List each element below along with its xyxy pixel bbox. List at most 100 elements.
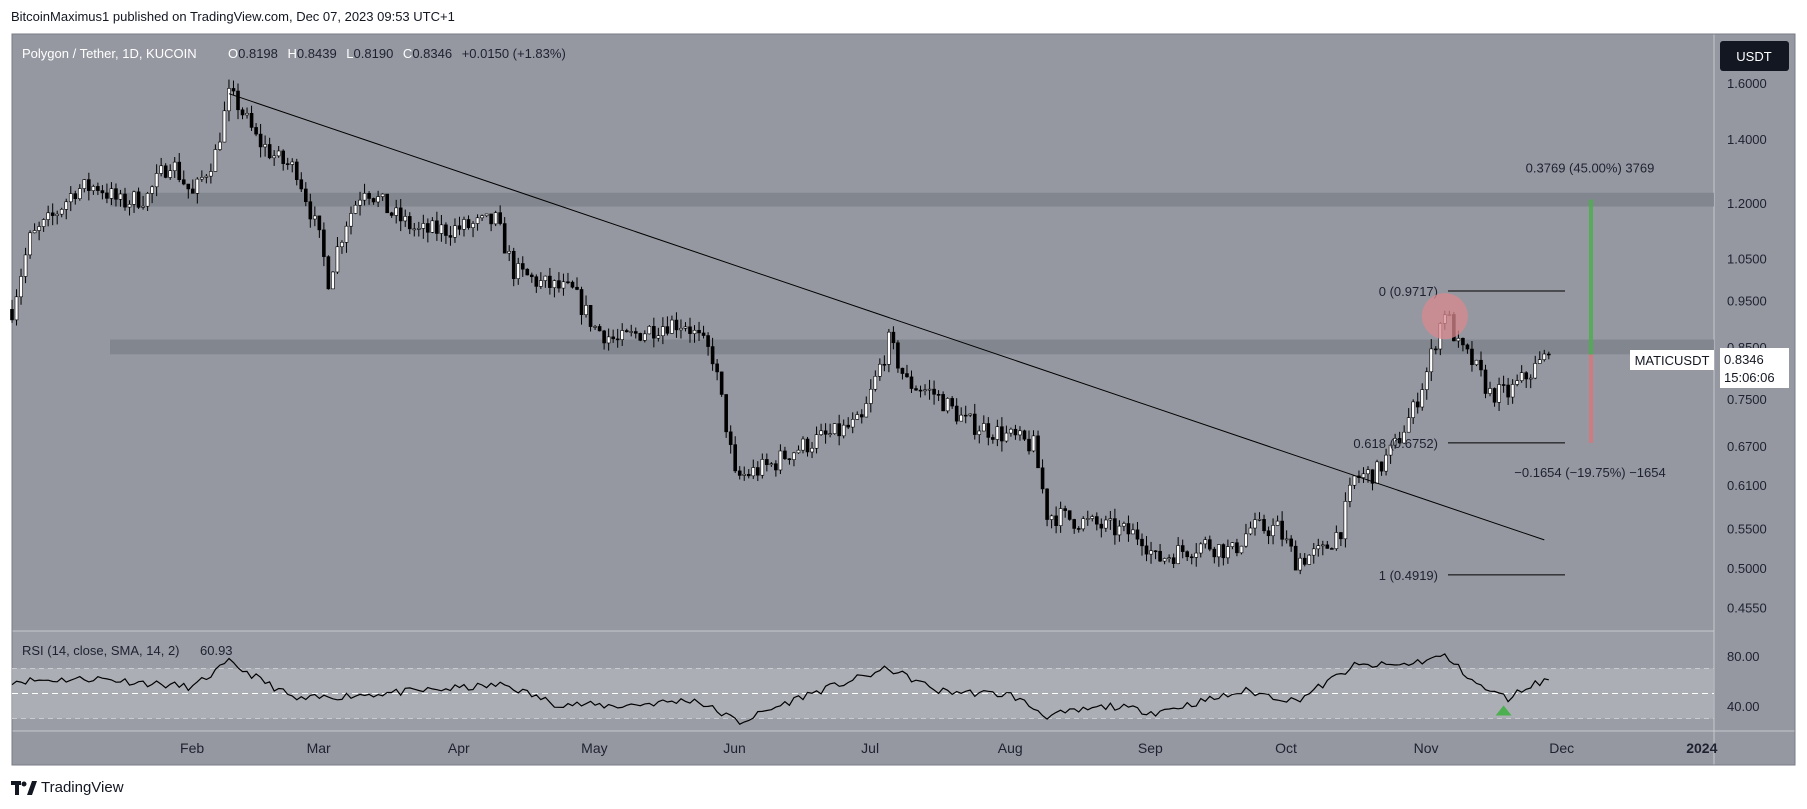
descending-trendline[interactable] — [228, 93, 1545, 541]
candle-body — [511, 251, 516, 279]
candle-body — [841, 424, 846, 437]
candle-body — [186, 183, 191, 190]
candle-body — [1108, 518, 1113, 521]
candle-body — [1429, 348, 1434, 373]
candle-body — [1009, 428, 1013, 434]
legend-c-value: 0.8346 — [412, 46, 452, 61]
candle-body — [746, 473, 751, 477]
candle-body — [593, 326, 597, 328]
candle-body — [407, 216, 412, 230]
candle-body — [1411, 401, 1415, 418]
price-tag: MATICUSDT 0.8346 15:06:06 — [1630, 348, 1789, 388]
candle-body — [1284, 538, 1289, 541]
legend-o-label: O — [228, 46, 238, 61]
candle-body — [50, 212, 55, 216]
time-tick-label: Dec — [1549, 740, 1574, 756]
candle-body — [145, 193, 150, 207]
candle-body — [887, 331, 891, 365]
candle-body — [127, 204, 132, 208]
candle-body — [602, 330, 606, 344]
candle-body — [575, 286, 579, 290]
candle-body — [195, 178, 200, 194]
candle-body — [272, 155, 276, 159]
candle-body — [972, 413, 977, 435]
candle-body — [787, 458, 792, 461]
candle-body — [231, 88, 236, 92]
candle-body — [163, 165, 168, 178]
time-tick-label: May — [581, 740, 607, 756]
candle-body — [706, 335, 710, 347]
candle-body — [1298, 557, 1302, 571]
candle-body — [1275, 520, 1280, 526]
candle-body — [1171, 557, 1176, 564]
candle-body — [1393, 438, 1397, 446]
candle-body — [832, 423, 837, 434]
candle-body — [340, 242, 344, 248]
candle-body — [927, 388, 932, 391]
candle-body — [520, 263, 525, 270]
candle-body — [136, 191, 141, 208]
candle-body — [652, 326, 656, 339]
candle-body — [882, 363, 887, 366]
price-tick-label: 0.4550 — [1727, 600, 1767, 615]
candle-body — [1388, 444, 1393, 456]
candle-body — [534, 276, 539, 287]
candle-body — [444, 224, 448, 236]
candle-body — [1456, 337, 1461, 342]
candle-body — [303, 188, 308, 203]
candle-body — [1040, 467, 1045, 490]
fib-level-label-1: 0.618 (0.6752) — [1353, 436, 1438, 451]
price-tag-price: 0.8346 — [1724, 352, 1764, 367]
candle-body — [1461, 337, 1465, 346]
candle-body — [1397, 438, 1402, 444]
candle-body — [172, 161, 177, 172]
measurement-bar-0[interactable] — [1589, 199, 1593, 355]
rsi-tick-label: 40.00 — [1727, 699, 1760, 714]
candle-body — [539, 280, 543, 287]
candle-body — [1271, 525, 1275, 537]
candle-body — [516, 263, 521, 279]
candle-body — [692, 329, 697, 334]
candle-body — [1090, 516, 1095, 519]
candle-body — [326, 256, 331, 290]
candle-body — [950, 398, 954, 407]
time-tick-label: Feb — [180, 740, 204, 756]
candle-body — [873, 375, 878, 390]
candle-body — [1321, 544, 1325, 547]
candle-body — [1018, 430, 1022, 436]
candle-body — [1289, 538, 1293, 547]
candle-body — [1126, 523, 1131, 535]
horizontal-zone-1 — [110, 339, 1714, 355]
candle-body — [1280, 520, 1284, 540]
candle-body — [96, 186, 100, 191]
tradingview-logo[interactable]: TradingView — [11, 779, 124, 796]
candle-body — [1492, 388, 1497, 403]
candle-body — [525, 268, 530, 276]
measurement-bar-1[interactable] — [1589, 354, 1593, 443]
time-tick-label: Mar — [307, 740, 331, 756]
candle-body — [1253, 519, 1257, 529]
legend-c-label: C — [403, 46, 412, 61]
candle-body — [1189, 556, 1194, 559]
candle-body — [1424, 371, 1429, 390]
candle-body — [389, 212, 394, 216]
legend-change: +0.0150 (+1.83%) — [462, 46, 566, 61]
candle-body — [1533, 363, 1538, 379]
currency-button[interactable]: USDT — [1720, 41, 1789, 71]
candle-body — [439, 224, 444, 234]
candle-body — [1402, 431, 1406, 444]
candle-body — [1045, 488, 1049, 520]
price-tick-label: 0.5000 — [1727, 561, 1767, 576]
candle-body — [421, 223, 426, 229]
candle-body — [308, 201, 313, 220]
candle-body — [502, 223, 507, 254]
time-tick-label: Apr — [448, 740, 470, 756]
candle-body — [462, 219, 466, 230]
price-tick-label: 1.0500 — [1727, 252, 1767, 267]
rsi-title: RSI (14, close, SMA, 14, 2) — [22, 643, 180, 658]
candle-body — [87, 179, 91, 191]
candle-body — [566, 281, 570, 284]
price-tick-label: 0.6700 — [1727, 439, 1767, 454]
candle-body — [810, 447, 814, 453]
